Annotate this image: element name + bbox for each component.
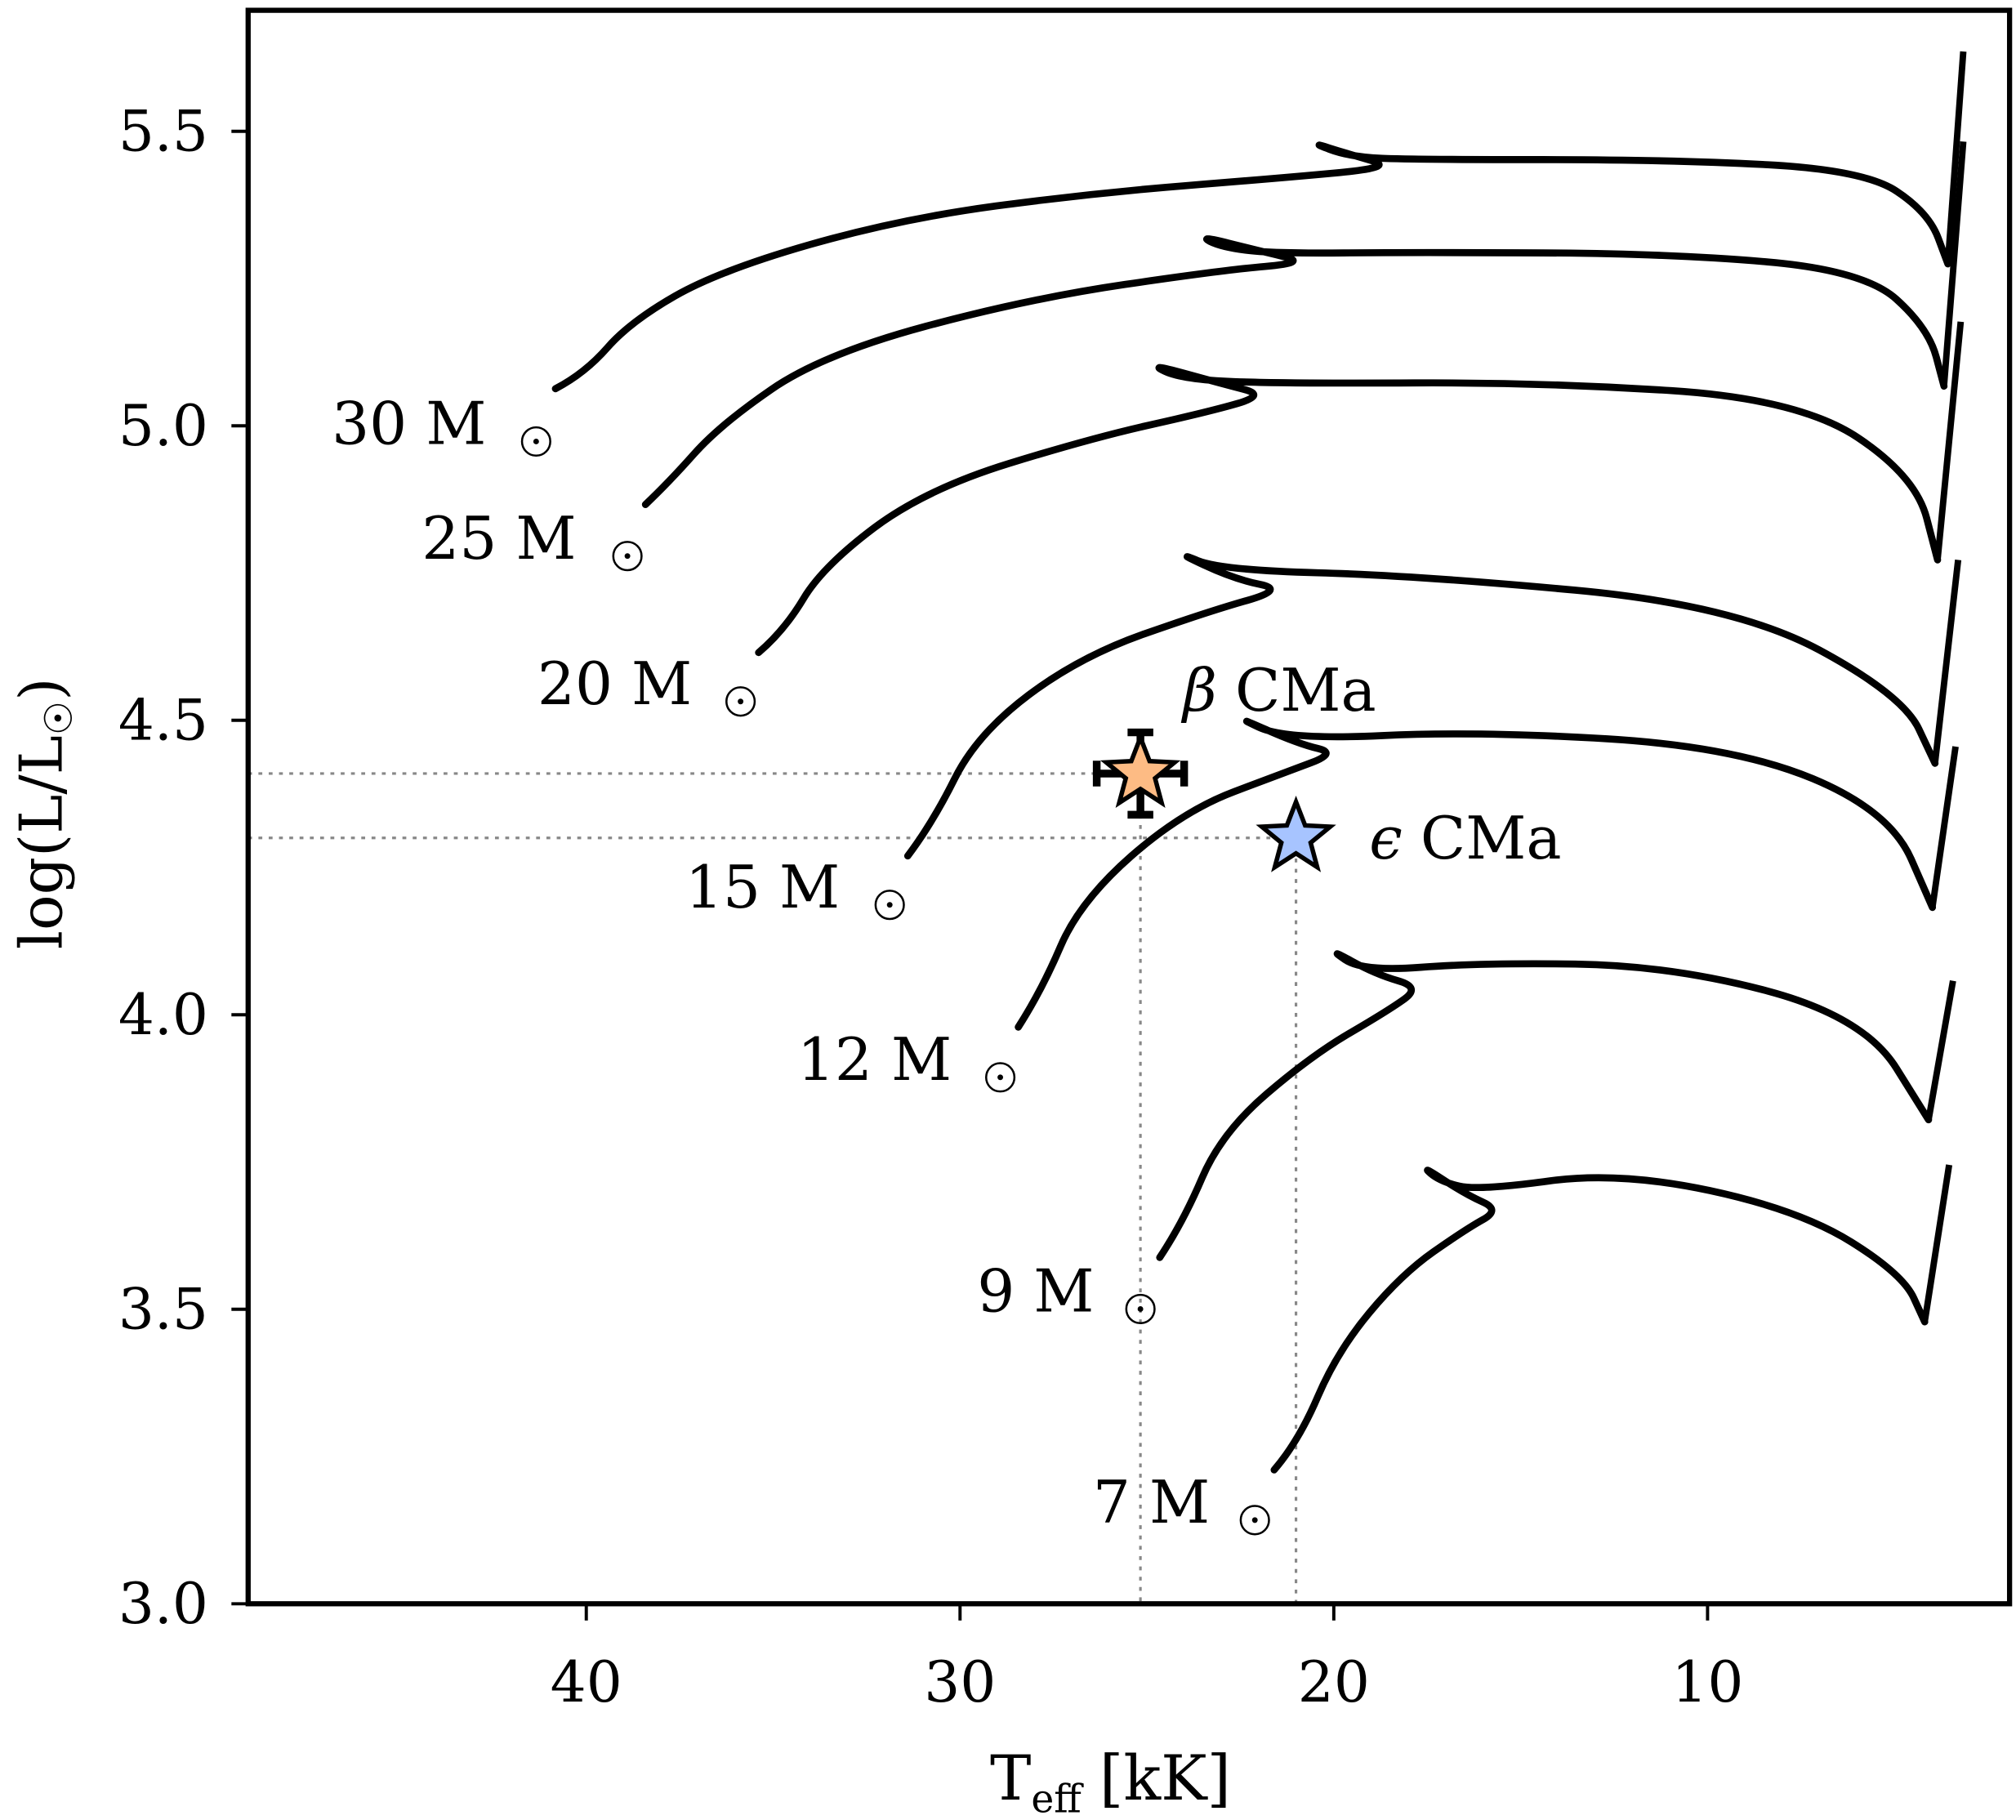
epsilon-cma-label: ϵ CMa: [1369, 805, 1561, 873]
track-label: 15 M: [685, 854, 840, 922]
track-end-segment: [1921, 1164, 1953, 1323]
sun-symbol-icon: [984, 1062, 1016, 1093]
track-end-segment: [1934, 321, 1965, 560]
track-15-msun: [903, 553, 1939, 860]
y-tick-label: 4.0: [118, 983, 208, 1048]
track-label: 25 M: [421, 505, 576, 573]
evolutionary-tracks: [551, 51, 1967, 1474]
sun-symbol-icon: [520, 426, 551, 457]
y-tick-label: 5.5: [118, 99, 208, 164]
x-axis-ticks: 40 30 20 10: [551, 1604, 1743, 1715]
track-30-msun: [551, 141, 1951, 393]
sun-symbol-dot: [533, 438, 539, 444]
x-axis-label: Teff [kK]: [990, 1742, 1231, 1820]
track-7-msun: [1270, 1166, 1929, 1474]
sun-symbol-icon: [1125, 1293, 1156, 1325]
sun-symbol-dot: [624, 553, 631, 560]
svg-text:log(L/L☉): log(L/L☉): [8, 677, 83, 949]
beta-cma-star-icon: [1099, 731, 1181, 808]
plot-frame: [245, 7, 2013, 1607]
track-9-msun: [1156, 950, 1933, 1261]
track-end-segment: [1940, 141, 1967, 387]
track-20-msun: [755, 364, 1942, 657]
sun-symbol-dot: [997, 1074, 1004, 1081]
track-label: 20 M: [537, 650, 692, 719]
sun-symbol-dot: [1251, 1517, 1258, 1523]
y-axis-ticks: 3.0 3.5 4.0 4.5 5.0 5.5: [118, 99, 248, 1637]
reference-lines: [248, 772, 1298, 1604]
track-end-segment: [1944, 51, 1967, 265]
star-markers: β CMa ϵ CMa: [1092, 657, 1562, 873]
track-label: 9 M: [977, 1258, 1094, 1327]
track-label: 12 M: [797, 1026, 952, 1095]
sun-symbol-dot: [1137, 1305, 1144, 1312]
sun-symbol-dot: [886, 902, 893, 908]
track-labels: 30 M 25 M 20 M 15 M 12 M 9 M 7 M: [332, 390, 1270, 1537]
sun-symbol-dot: [738, 698, 744, 705]
sun-symbol-icon: [1239, 1505, 1270, 1536]
track-end-segment: [1925, 979, 1956, 1121]
x-tick-label: 20: [1298, 1650, 1370, 1715]
track-12-msun: [1015, 717, 1937, 1031]
y-tick-label: 5.0: [118, 394, 208, 459]
y-tick-label: 3.0: [118, 1572, 208, 1637]
sun-symbol-icon: [725, 686, 756, 717]
track-25-msun: [641, 235, 1948, 508]
track-end-segment: [1929, 746, 1959, 908]
track-label: 30 M: [332, 390, 486, 459]
x-tick-label: 30: [924, 1650, 996, 1715]
y-tick-label: 4.5: [118, 688, 208, 753]
sun-symbol-icon: [874, 890, 905, 921]
track-end-segment: [1931, 559, 1962, 764]
x-tick-label: 40: [551, 1650, 622, 1715]
y-tick-label: 3.5: [118, 1277, 208, 1342]
x-tick-label: 10: [1671, 1650, 1743, 1715]
epsilon-cma-star-icon: [1256, 796, 1336, 872]
beta-cma-label: β CMa: [1180, 657, 1376, 725]
track-label: 7 M: [1093, 1469, 1210, 1537]
y-axis-label: log(L/L☉): [8, 677, 83, 949]
sun-symbol-icon: [612, 541, 643, 572]
